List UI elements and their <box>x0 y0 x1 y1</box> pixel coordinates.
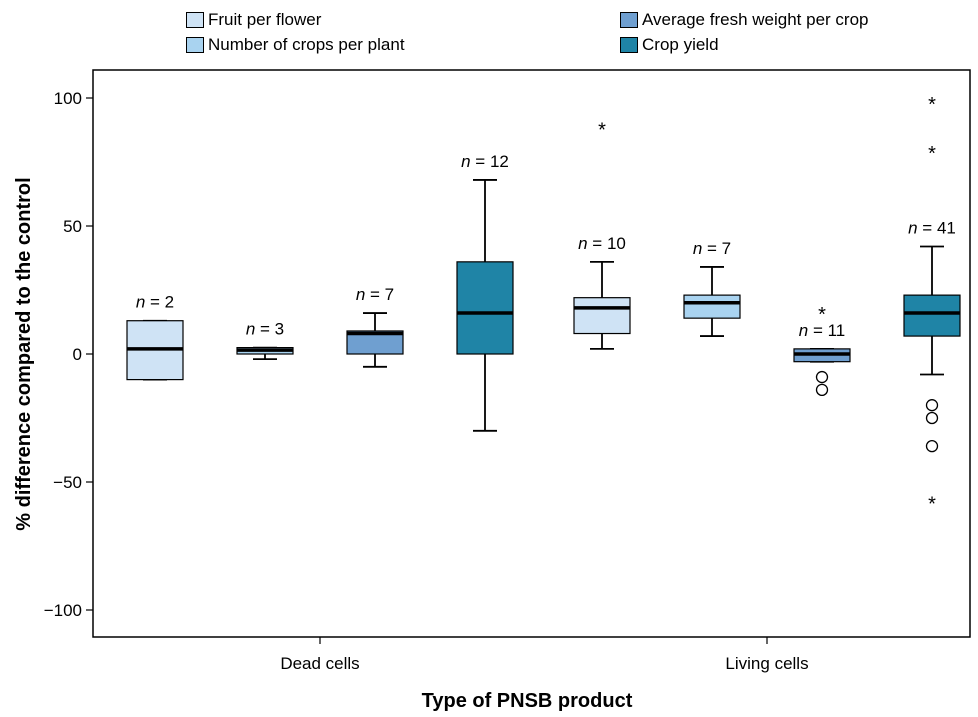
box-group: * * * n = 41 <box>903 94 961 515</box>
outlier-point <box>815 370 829 384</box>
box-group: * n = 10 <box>573 120 631 350</box>
box-group: *n = 11 <box>793 304 851 396</box>
boxes-layer: n = 2n = 3n = 7n = 12*n = 10 n = 7*n = 11… <box>126 94 961 515</box>
extreme-point: * <box>818 304 826 326</box>
legend-item-fruit-per-flower: Fruit per flower <box>186 10 321 30</box>
extreme-point: * <box>598 120 606 142</box>
outlier-point <box>925 399 939 412</box>
legend-label: Fruit per flower <box>208 10 322 29</box>
legend-swatch <box>186 12 204 28</box>
x-axis-title: Type of PNSB product <box>422 690 633 712</box>
x-axis: Dead cells Living cells <box>280 637 809 673</box>
legend-label: Average fresh weight per crop <box>642 10 869 29</box>
outlier-point <box>925 411 939 425</box>
x-tick-label: Dead cells <box>280 654 359 673</box>
n-label: n = 10 <box>578 234 626 253</box>
n-label: n = 3 <box>246 320 284 339</box>
box <box>346 330 404 355</box>
outlier-point <box>925 440 939 453</box>
legend-label: Number of crops per plant <box>208 35 405 54</box>
box <box>573 297 631 335</box>
box-group: n = 7 <box>683 239 741 337</box>
y-tick-label: 0 <box>73 345 82 364</box>
legend-label: Crop yield <box>642 35 719 54</box>
y-tick-label: 100 <box>54 89 82 108</box>
legend-item-number-of-crops: Number of crops per plant <box>186 35 405 55</box>
n-label: n = 12 <box>461 152 509 171</box>
n-label: n = 41 <box>908 218 956 237</box>
box-group: n = 3 <box>236 320 294 361</box>
box-group: n = 2 <box>126 293 184 381</box>
n-label: n = 7 <box>693 239 731 258</box>
extreme-point: * <box>928 94 936 116</box>
box <box>903 294 961 337</box>
extreme-point: * <box>928 493 936 515</box>
box-group: n = 7 <box>346 285 404 368</box>
legend-swatch <box>620 37 638 53</box>
legend-swatch <box>186 37 204 53</box>
y-tick-label: 50 <box>63 217 82 236</box>
y-axis: 100 50 0 −50 −100 <box>44 89 93 620</box>
y-axis-title: % difference compared to the control <box>13 177 35 530</box>
n-label: n = 11 <box>799 321 846 340</box>
extreme-point: * <box>928 143 936 165</box>
box <box>456 261 514 355</box>
box <box>683 294 741 319</box>
box-group: n = 12 <box>456 152 514 432</box>
x-tick-label: Living cells <box>725 654 808 673</box>
legend-item-average-fresh-weight: Average fresh weight per crop <box>620 10 868 30</box>
legend-item-crop-yield: Crop yield <box>620 35 719 55</box>
n-label: n = 7 <box>356 285 394 304</box>
y-tick-label: −100 <box>44 601 82 620</box>
n-label: n = 2 <box>136 293 174 312</box>
legend-swatch <box>620 12 638 28</box>
y-tick-label: −50 <box>53 473 82 492</box>
outlier-point <box>815 383 829 396</box>
